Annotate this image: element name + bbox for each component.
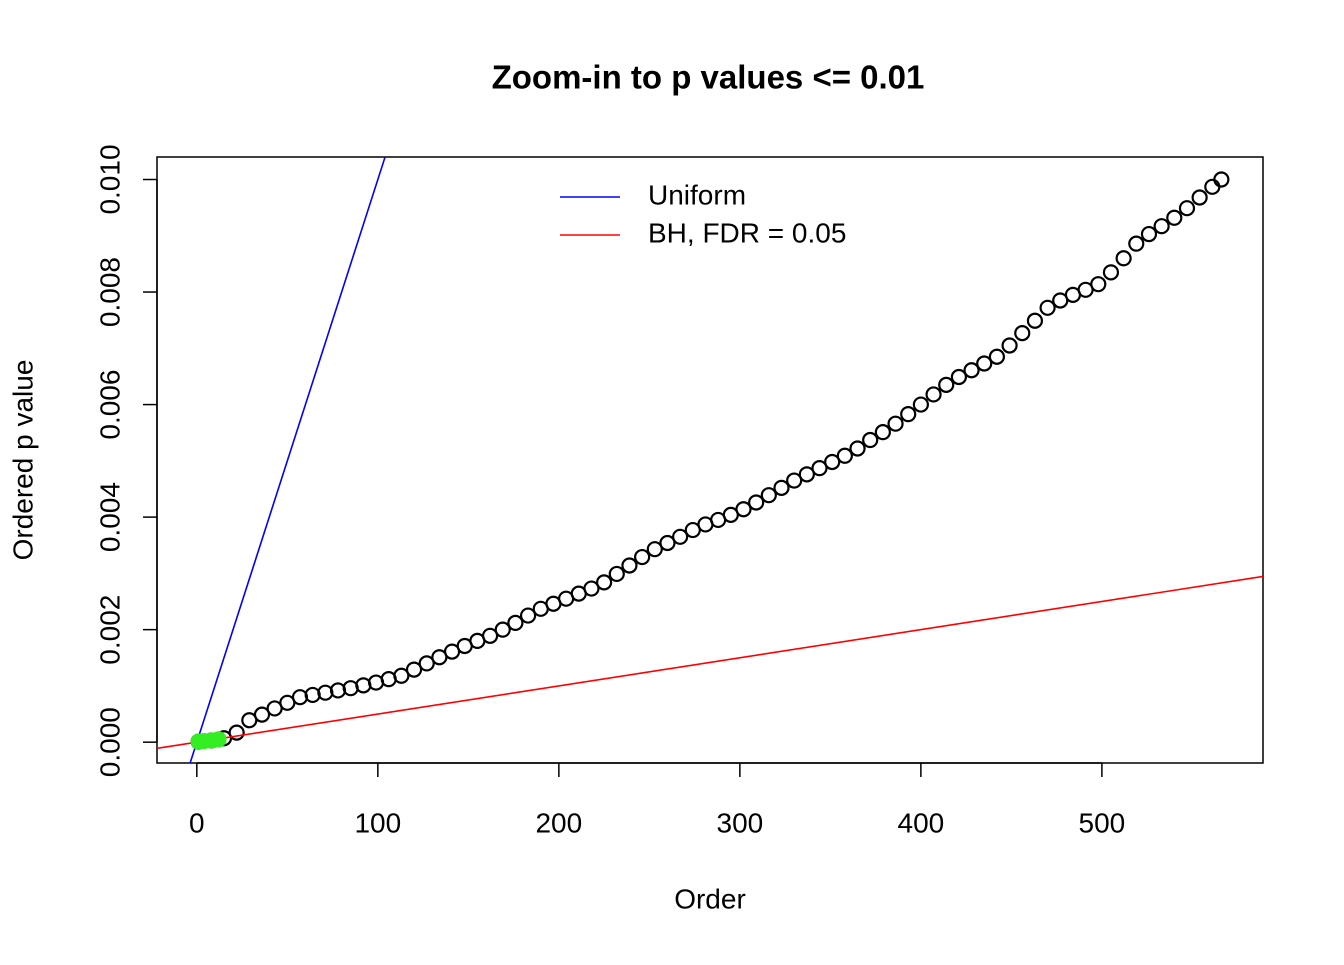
point xyxy=(1039,299,1056,316)
y-tick-label: 0.000 xyxy=(94,707,125,777)
point xyxy=(938,376,955,393)
point xyxy=(900,406,917,423)
point xyxy=(862,431,879,449)
point xyxy=(824,453,841,471)
y-tick-label: 0.004 xyxy=(94,482,125,552)
point xyxy=(874,424,891,441)
point xyxy=(887,415,904,432)
point xyxy=(849,440,866,457)
point xyxy=(1128,235,1145,252)
x-tick-label: 400 xyxy=(898,807,945,838)
x-axis-label: Order xyxy=(674,883,746,914)
point xyxy=(836,447,853,464)
point xyxy=(735,501,752,518)
point xyxy=(659,534,676,552)
x-tick-label: 200 xyxy=(535,807,582,838)
plot-area xyxy=(157,157,1263,763)
point xyxy=(976,355,993,372)
point xyxy=(1166,209,1183,226)
legend-label: BH, FDR = 0.05 xyxy=(648,217,846,248)
point xyxy=(1001,337,1018,354)
x-tick-label: 0 xyxy=(189,807,205,838)
y-tick-label: 0.008 xyxy=(94,257,125,327)
point xyxy=(786,472,803,489)
point xyxy=(760,487,777,504)
point xyxy=(1213,171,1230,188)
point xyxy=(1026,312,1044,329)
point xyxy=(583,580,600,597)
point xyxy=(494,621,511,638)
point xyxy=(405,661,423,678)
point xyxy=(634,548,651,566)
point xyxy=(1191,189,1208,206)
point xyxy=(798,466,815,483)
point xyxy=(925,386,942,403)
x-tick-label: 100 xyxy=(354,807,401,838)
point xyxy=(519,607,537,624)
chart-title: Zoom-in to p values <= 0.01 xyxy=(492,59,925,96)
point xyxy=(1178,200,1196,217)
point xyxy=(646,541,663,558)
point xyxy=(672,528,689,545)
point xyxy=(773,479,790,496)
x-tick-label: 300 xyxy=(717,807,764,838)
point xyxy=(950,368,967,386)
point xyxy=(418,655,435,672)
reference-line xyxy=(157,575,1263,750)
point xyxy=(963,362,980,379)
point xyxy=(608,565,625,583)
reference-line xyxy=(189,157,386,763)
point xyxy=(1204,178,1221,195)
point xyxy=(1090,276,1107,293)
point xyxy=(1115,250,1132,267)
point xyxy=(393,667,410,684)
point xyxy=(507,614,524,631)
point xyxy=(748,494,765,511)
point xyxy=(811,460,828,477)
point xyxy=(228,724,245,741)
point xyxy=(621,557,638,574)
legend-label: Uniform xyxy=(648,179,746,210)
point xyxy=(1102,264,1120,281)
y-tick-label: 0.002 xyxy=(94,595,125,665)
y-axis-label: Ordered p value xyxy=(7,360,38,561)
point xyxy=(1140,225,1158,243)
point xyxy=(988,348,1006,365)
point xyxy=(912,396,929,413)
y-tick-label: 0.010 xyxy=(94,144,125,214)
point xyxy=(1014,325,1031,342)
point xyxy=(481,627,499,644)
highlight-point xyxy=(210,731,227,748)
point xyxy=(253,706,271,723)
point xyxy=(596,574,613,591)
y-tick-label: 0.006 xyxy=(94,370,125,440)
point xyxy=(1153,218,1170,235)
x-tick-label: 500 xyxy=(1079,807,1126,838)
